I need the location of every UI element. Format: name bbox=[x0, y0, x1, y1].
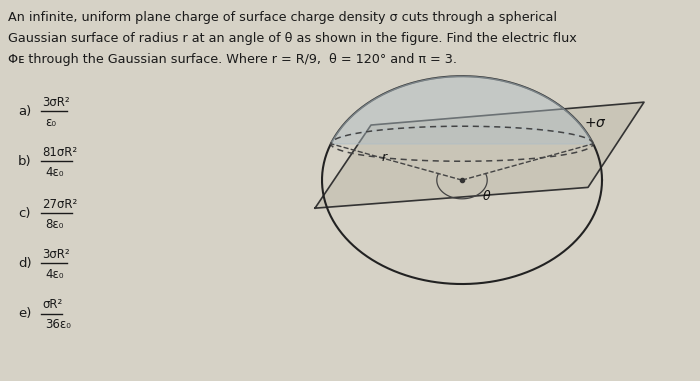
Text: 4ε₀: 4ε₀ bbox=[45, 165, 64, 179]
Text: An infinite, uniform plane charge of surface charge density σ cuts through a sph: An infinite, uniform plane charge of sur… bbox=[8, 11, 557, 24]
Text: 27σR²: 27σR² bbox=[42, 197, 77, 210]
Text: 8ε₀: 8ε₀ bbox=[45, 218, 64, 231]
Text: ε₀: ε₀ bbox=[45, 115, 56, 128]
Text: $r$: $r$ bbox=[382, 151, 389, 164]
Text: Φᴇ through the Gaussian surface. Where r = R/9,  θ = 120° and π = 3.: Φᴇ through the Gaussian surface. Where r… bbox=[8, 53, 457, 66]
Text: $\theta$: $\theta$ bbox=[482, 189, 492, 203]
Text: c): c) bbox=[18, 207, 31, 219]
Text: Gaussian surface of radius r at an angle of θ as shown in the figure. Find the e: Gaussian surface of radius r at an angle… bbox=[8, 32, 577, 45]
Polygon shape bbox=[315, 102, 644, 208]
Text: e): e) bbox=[18, 307, 32, 320]
Text: d): d) bbox=[18, 256, 32, 269]
Text: b): b) bbox=[18, 155, 32, 168]
Text: 4ε₀: 4ε₀ bbox=[45, 267, 64, 280]
Polygon shape bbox=[331, 76, 593, 144]
Text: 36ε₀: 36ε₀ bbox=[45, 319, 71, 331]
Text: σR²: σR² bbox=[42, 298, 62, 312]
Text: 3σR²: 3σR² bbox=[42, 96, 69, 109]
Text: a): a) bbox=[18, 104, 32, 117]
Text: 3σR²: 3σR² bbox=[42, 248, 69, 261]
Text: $+\sigma$: $+\sigma$ bbox=[584, 116, 606, 130]
Text: 81σR²: 81σR² bbox=[42, 146, 77, 158]
